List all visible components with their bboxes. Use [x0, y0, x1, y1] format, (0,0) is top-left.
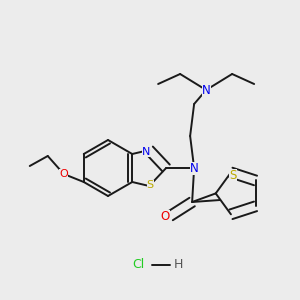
Text: O: O — [160, 209, 170, 223]
Text: N: N — [190, 161, 199, 175]
Text: N: N — [142, 147, 150, 157]
Text: S: S — [229, 169, 237, 182]
Text: Cl: Cl — [132, 259, 144, 272]
Text: S: S — [147, 180, 154, 190]
Text: N: N — [202, 83, 211, 97]
Text: H: H — [173, 259, 183, 272]
Text: O: O — [59, 169, 68, 179]
